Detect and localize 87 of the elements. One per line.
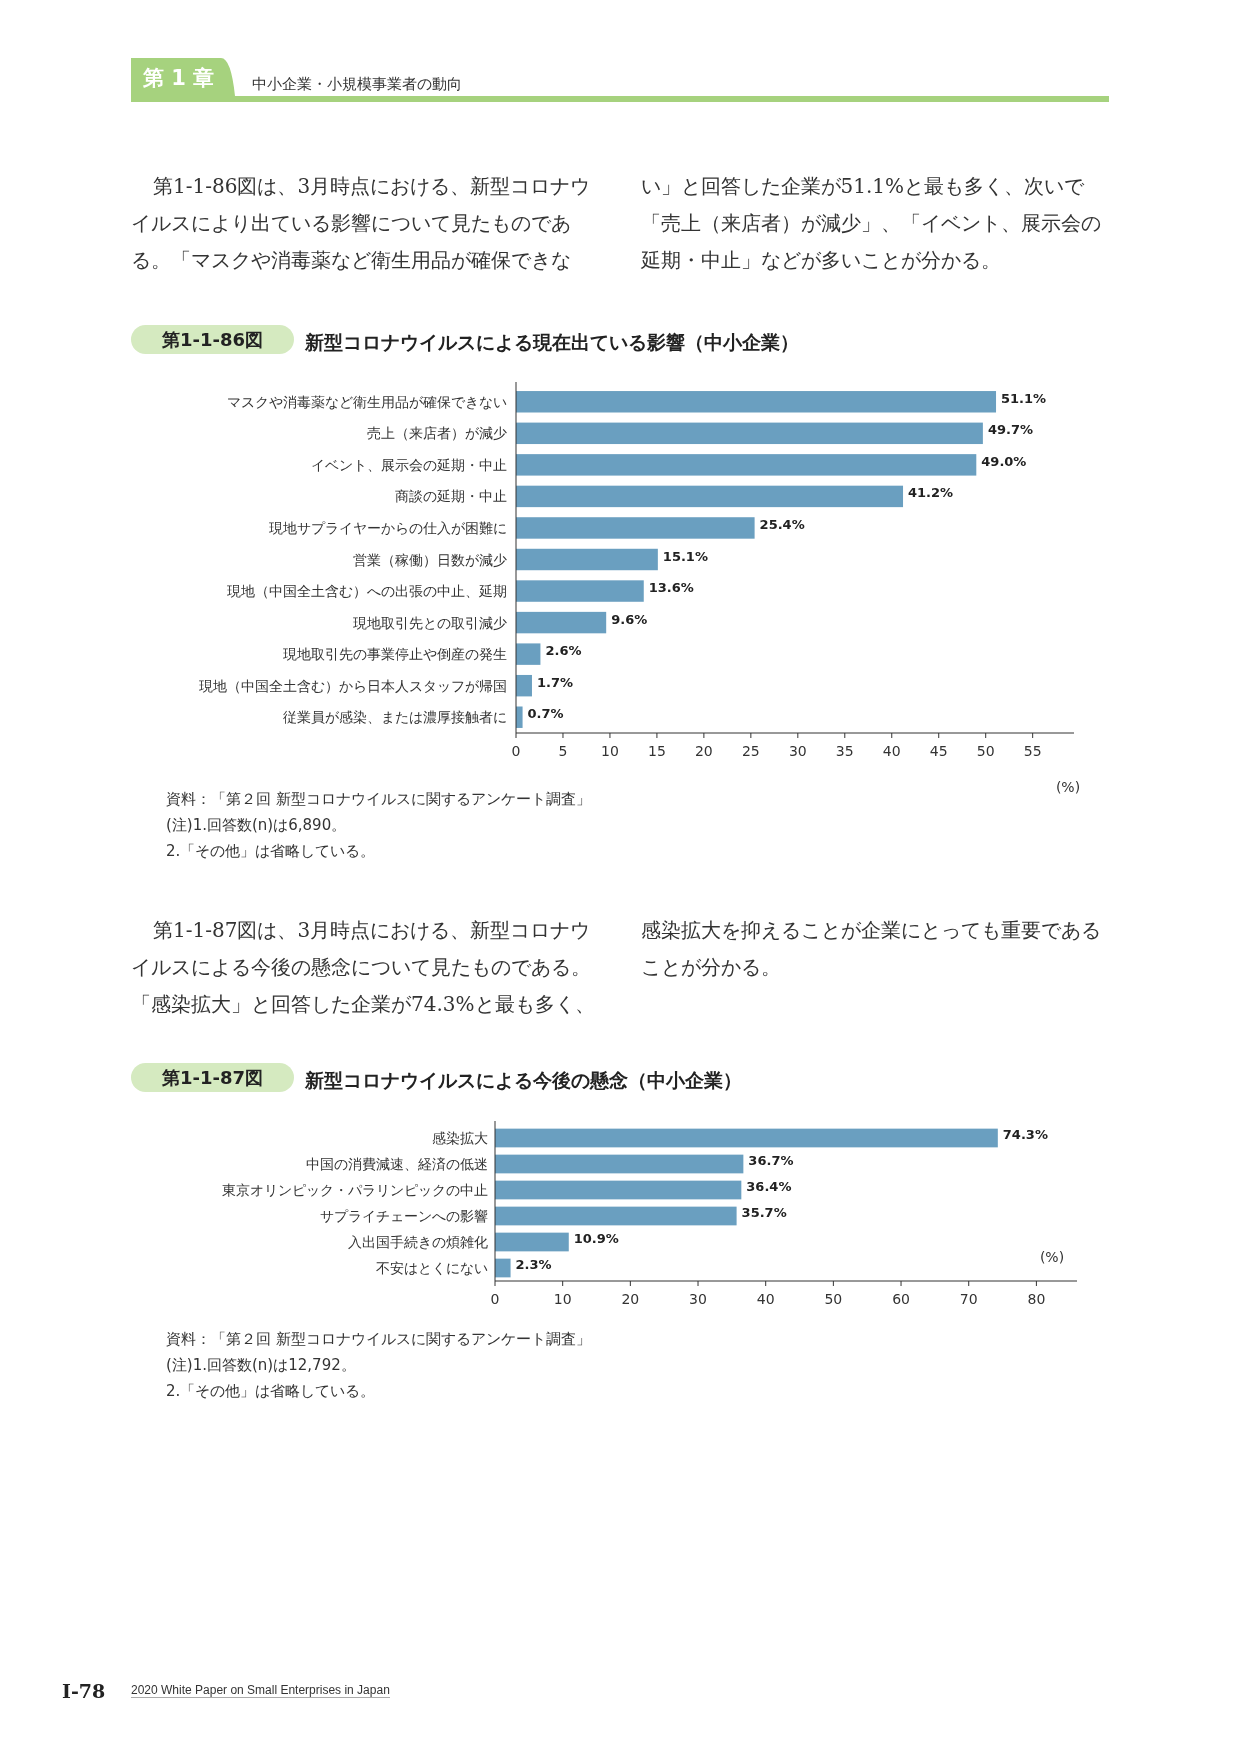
data-label: 36.7% bbox=[748, 1153, 794, 1168]
x-tick-label: 45 bbox=[929, 743, 948, 759]
bar bbox=[495, 1232, 569, 1252]
bar bbox=[516, 422, 983, 445]
data-label: 49.0% bbox=[981, 453, 1027, 469]
text: (注)1.回答数(n)は12,792。 bbox=[166, 1356, 356, 1375]
x-tick-label: 0 bbox=[490, 1291, 500, 1307]
data-label: 36.4% bbox=[746, 1179, 792, 1194]
y-tick-label: 東京オリンピック・パラリンピックの中止 bbox=[222, 1182, 488, 1198]
x-tick-label: 10 bbox=[601, 743, 619, 759]
data-label: 2.3% bbox=[515, 1257, 552, 1272]
data-label: 9.6% bbox=[611, 611, 648, 627]
text: 第1-1-87図は、3月時点における、新型コロナウイルスによる今後の懸念について見たものである。「感染拡大」と回答した企業が74.3%と最も多く、感染拡大を抑えることが企業にとっても重要であることが分かる。 bbox=[131, 918, 1101, 1016]
chart-title: 新型コロナウイルスによる現在出ている影響（中小企業） bbox=[305, 330, 799, 355]
text: 第1-1-86図は、3月時点における、新型コロナウイルスにより出ている影響について見たものである。「マスクや消毒薬など衛生用品が確保できない」と回答した企業が51.1%と最も多く、次いで「売上（来店者）が減少」、「イベント、展示会の延期・中止」などが多いことが分かる。 bbox=[131, 174, 1101, 272]
y-tick-label: 不安はとくにない bbox=[376, 1260, 488, 1276]
bar bbox=[495, 1128, 998, 1148]
data-label: 51.1% bbox=[1001, 390, 1047, 406]
x-tick-label: 30 bbox=[689, 1291, 707, 1307]
bar bbox=[516, 674, 532, 697]
y-tick-label: 入出国手続きの煩雑化 bbox=[348, 1234, 488, 1250]
data-label: 1.7% bbox=[536, 674, 574, 690]
bar bbox=[516, 391, 997, 413]
text: 2.「その他」は省略している。 bbox=[166, 842, 376, 861]
bar bbox=[495, 1154, 744, 1174]
x-tick-label: 10 bbox=[553, 1291, 572, 1307]
data-label: 41.2% bbox=[908, 485, 954, 501]
text: 2.「その他」は省略している。 bbox=[166, 1382, 376, 1401]
text: 第 1 章 bbox=[143, 65, 215, 92]
y-tick-label: 営業（稼働）日数が減少 bbox=[353, 551, 507, 568]
data-label: 49.7% bbox=[987, 422, 1033, 438]
y-tick-label: 現地取引先の事業停止や倒産の発生 bbox=[283, 646, 507, 663]
x-tick-label: 55 bbox=[1023, 743, 1042, 759]
x-tick-label: 30 bbox=[788, 743, 807, 759]
text: (注)1.回答数(n)は6,890。 bbox=[166, 816, 347, 835]
bar bbox=[495, 1180, 742, 1200]
data-label: 35.7% bbox=[741, 1205, 787, 1220]
x-tick-label: 40 bbox=[882, 743, 901, 759]
bar bbox=[516, 454, 977, 476]
x-tick-label: 25 bbox=[741, 743, 760, 759]
x-tick-label: 70 bbox=[959, 1291, 978, 1307]
y-tick-label: 現地（中国全土含む）への出張の中止、延期 bbox=[227, 583, 507, 600]
y-tick-label: 現地サプライヤーからの仕入が困難に bbox=[269, 519, 507, 536]
bar bbox=[516, 580, 644, 602]
data-label: 25.4% bbox=[759, 516, 805, 532]
x-tick-label: 15 bbox=[648, 743, 666, 759]
x-axis-title: (%) bbox=[1039, 1249, 1065, 1265]
text: 2020 White Paper on Small Enterprises in Japan bbox=[131, 1683, 390, 1698]
x-tick-label: 80 bbox=[1027, 1291, 1046, 1307]
text: 中小企業・小規模事業者の動向 bbox=[252, 75, 462, 94]
x-tick-label: 50 bbox=[824, 1291, 843, 1307]
data-label: 13.6% bbox=[648, 580, 694, 596]
text: 資料：「第２回 新型コロナウイルスに関するアンケート調査」 bbox=[166, 1330, 591, 1349]
data-label: 2.6% bbox=[545, 643, 582, 659]
chart-title: 新型コロナウイルスによる今後の懸念（中小企業） bbox=[305, 1068, 742, 1093]
y-tick-label: マスクや消毒薬など衛生用品が確保できない bbox=[227, 393, 507, 410]
x-axis-title: (%) bbox=[1055, 779, 1081, 795]
bar bbox=[495, 1258, 511, 1278]
x-tick-label: 60 bbox=[892, 1291, 910, 1307]
x-tick-label: 20 bbox=[621, 1291, 640, 1307]
bar bbox=[516, 643, 541, 665]
y-tick-label: 感染拡大 bbox=[432, 1130, 488, 1146]
x-tick-label: 5 bbox=[558, 743, 568, 759]
x-tick-label: 40 bbox=[756, 1291, 775, 1307]
x-tick-label: 0 bbox=[511, 743, 521, 759]
text: 資料：「第２回 新型コロナウイルスに関するアンケート調査」 bbox=[166, 790, 591, 809]
x-tick-label: 50 bbox=[976, 743, 995, 759]
x-tick-label: 20 bbox=[694, 743, 713, 759]
y-tick-label: 従業員が感染、または濃厚接触者に bbox=[283, 709, 507, 726]
y-tick-label: 商談の延期・中止 bbox=[395, 488, 507, 505]
y-tick-label: サプライチェーンへの影響 bbox=[320, 1208, 488, 1224]
data-label: 10.9% bbox=[573, 1231, 619, 1246]
y-tick-label: 現地取引先との取引減少 bbox=[353, 614, 507, 631]
data-label: 15.1% bbox=[662, 548, 708, 564]
y-tick-label: イベント、展示会の延期・中止 bbox=[311, 456, 507, 473]
data-label: 0.7% bbox=[527, 706, 564, 722]
bar bbox=[516, 485, 904, 508]
bar bbox=[516, 517, 755, 539]
bar bbox=[516, 611, 607, 634]
x-tick-label: 35 bbox=[835, 743, 854, 759]
y-tick-label: 売上（来店者）が減少 bbox=[367, 425, 507, 442]
bar bbox=[516, 548, 658, 571]
bar bbox=[495, 1206, 737, 1226]
text: I-78 bbox=[62, 1680, 106, 1702]
y-tick-label: 中国の消費減速、経済の低迷 bbox=[306, 1156, 488, 1172]
y-tick-label: 現地（中国全土含む）から日本人スタッフが帰国 bbox=[199, 677, 507, 694]
data-label: 74.3% bbox=[1002, 1127, 1048, 1142]
